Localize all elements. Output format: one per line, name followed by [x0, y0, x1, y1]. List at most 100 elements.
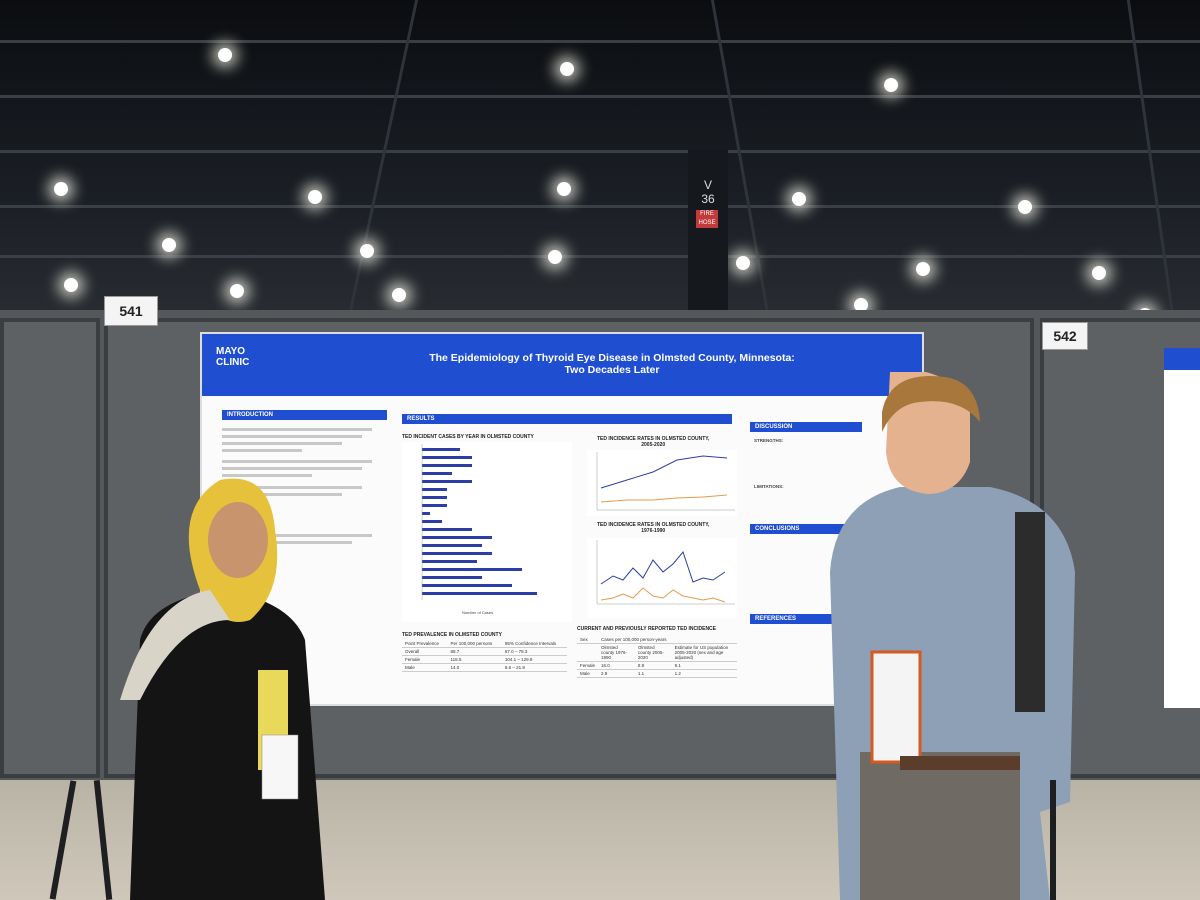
- table-cell: 2.9: [598, 669, 635, 678]
- table-cell: Per 100,000 persons: [447, 640, 502, 648]
- chart-cases-by-year: Number of Cases: [402, 442, 572, 622]
- prevalence-table: Point Prevalence Per 100,000 persons 95%…: [402, 640, 567, 672]
- board-number-542: 542: [1042, 322, 1088, 350]
- table-cell: 118.5: [447, 655, 502, 664]
- beam: [344, 0, 419, 330]
- bar: [422, 496, 447, 499]
- beam: [1126, 0, 1177, 330]
- truss: [0, 95, 1200, 98]
- chart-rates-1976: [587, 538, 737, 618]
- table-cell: 1.1: [634, 669, 672, 678]
- ceiling-light: [736, 256, 750, 270]
- bar-series: [422, 448, 537, 595]
- table-cell: Female: [577, 661, 599, 670]
- ceiling-light: [54, 182, 68, 196]
- table-cell: 16.0: [598, 661, 635, 670]
- ceiling-light: [884, 78, 898, 92]
- table-cell: Point Prevalence: [402, 640, 448, 648]
- chart-title-rates-2005: TED INCIDENCE RATES IN OLMSTED COUNTY, 2…: [597, 436, 710, 448]
- ceiling-light: [792, 192, 806, 206]
- neighbor-poster: [1164, 348, 1200, 708]
- person-left: [120, 478, 325, 900]
- table-cell: Cases per 100,000 person-years: [598, 636, 737, 644]
- ceiling-light: [392, 288, 406, 302]
- bar: [422, 560, 477, 563]
- series-male-line: [600, 494, 728, 503]
- bar: [422, 456, 472, 459]
- fire-hose-sign: FIRE HOSE: [696, 210, 718, 228]
- bar: [422, 472, 452, 475]
- ceiling-light: [1018, 200, 1032, 214]
- poster-board-left: [0, 318, 100, 778]
- table-row: Olmsted county 1976-1990 Olmsted county …: [577, 643, 737, 662]
- table-cell: 8.6 – 21.9: [501, 663, 567, 672]
- section-references: REFERENCES: [750, 614, 840, 624]
- table-row: Male 14.0 8.6 – 21.9: [402, 663, 567, 672]
- chart-title-prevalence: TED PREVALENCE IN OLMSTED COUNTY: [402, 632, 502, 638]
- table-cell: Sex: [577, 636, 599, 644]
- chart-rates-2005: [587, 450, 737, 516]
- table-cell: 14.0: [447, 663, 502, 672]
- incidence-table: Sex Cases per 100,000 person-years Olmst…: [577, 636, 737, 678]
- chart-title-cases-by-year: TED INCIDENT CASES BY YEAR IN OLMSTED CO…: [402, 434, 534, 440]
- bar: [422, 488, 447, 491]
- bar: [422, 576, 482, 579]
- mayo-clinic-logo: MAYO CLINIC: [216, 346, 250, 368]
- ceiling: [0, 0, 1200, 330]
- poster-header: MAYO CLINIC The Epidemiology of Thyroid …: [202, 334, 922, 396]
- table-cell: 1.2: [671, 669, 737, 678]
- table-cell: [577, 643, 599, 662]
- section-introduction: INTRODUCTION: [222, 410, 387, 420]
- table-row: Overall 88.7 67.0 – 78.3: [402, 647, 567, 656]
- bar: [422, 584, 512, 587]
- bar: [422, 544, 482, 547]
- research-poster: MAYO CLINIC The Epidemiology of Thyroid …: [202, 334, 922, 704]
- ceiling-light: [230, 284, 244, 298]
- table-cell: Olmsted county 2005-2020: [634, 643, 672, 662]
- intro-text-lines: [222, 428, 372, 544]
- table-row: Sex Cases per 100,000 person-years: [577, 636, 737, 644]
- poster-title: The Epidemiology of Thyroid Eye Disease …: [429, 352, 795, 376]
- bar: [422, 448, 460, 451]
- table-cell: Male: [402, 663, 448, 672]
- ceiling-light: [308, 190, 322, 204]
- section-conclusions: CONCLUSIONS: [750, 524, 862, 534]
- bar: [422, 512, 430, 515]
- ceiling-light: [64, 278, 78, 292]
- table-row: Female 118.5 104.1 – 129.9: [402, 655, 567, 664]
- chart-title-rates-1976: TED INCIDENCE RATES IN OLMSTED COUNTY, 1…: [597, 522, 710, 534]
- bar: [422, 480, 472, 483]
- ceiling-light: [1092, 266, 1106, 280]
- table-cell: 104.1 – 129.9: [501, 655, 567, 664]
- ceiling-light: [162, 238, 176, 252]
- bar: [422, 504, 447, 507]
- bar: [422, 592, 537, 595]
- bar: [422, 536, 492, 539]
- table-cell: Male: [577, 669, 599, 678]
- ceiling-light: [548, 250, 562, 264]
- bar: [422, 520, 442, 523]
- table-cell: 88.7: [447, 647, 502, 656]
- table-row: Point Prevalence Per 100,000 persons 95%…: [402, 640, 567, 648]
- series-female-line: [600, 455, 728, 489]
- bar: [422, 464, 472, 467]
- table-cell: Estimate for US population 2005-2020 (se…: [671, 643, 737, 662]
- table-cell: Female: [402, 655, 448, 664]
- series-female-line: [600, 550, 726, 585]
- label-limitations: LIMITATIONS:: [754, 484, 784, 489]
- ceiling-light: [218, 48, 232, 62]
- table-cell: 67.0 – 78.3: [501, 647, 567, 656]
- pillar: [688, 150, 728, 320]
- table-row: Male 2.9 1.1 1.2: [577, 669, 737, 678]
- pillar-label: V 36: [701, 178, 715, 206]
- series-male-line: [600, 587, 726, 603]
- table-cell: Overall: [402, 647, 448, 656]
- truss: [0, 150, 1200, 153]
- ceiling-light: [916, 262, 930, 276]
- ceiling-light: [854, 298, 868, 312]
- section-results: RESULTS: [402, 414, 732, 424]
- bar: [422, 568, 522, 571]
- ceiling-light: [360, 244, 374, 258]
- truss: [0, 40, 1200, 43]
- chart-title-current-prev: CURRENT AND PREVIOUSLY REPORTED TED INCI…: [577, 626, 716, 632]
